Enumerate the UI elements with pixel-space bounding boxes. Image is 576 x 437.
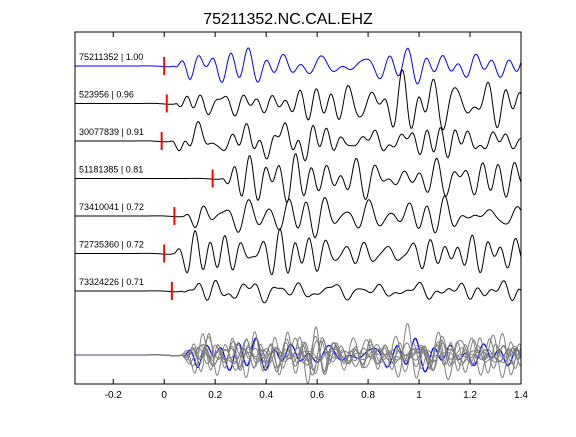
plot-frame xyxy=(74,31,522,385)
trace-label: 72735360 | 0.72 xyxy=(79,240,144,250)
trace-2: 523956 | 0.96 xyxy=(75,69,522,131)
trace-line xyxy=(75,227,522,276)
trace-line xyxy=(75,69,522,131)
x-tick-label: 1.2 xyxy=(463,390,477,401)
x-tick-label: 0.6 xyxy=(310,390,324,401)
stack-layer xyxy=(75,323,522,385)
trace-5: 73410041 | 0.72 xyxy=(75,195,522,239)
trace-line xyxy=(75,279,522,304)
trace-3: 30077839 | 0.91 xyxy=(75,120,522,162)
x-tick-label: 0.4 xyxy=(259,390,273,401)
trace-line xyxy=(75,195,522,239)
trace-line xyxy=(75,153,522,204)
x-tick-label: 0.2 xyxy=(208,390,222,401)
trace-1: 75211352 | 1.00 xyxy=(75,47,522,85)
stack-trace xyxy=(75,325,522,385)
x-tick-label: 0 xyxy=(161,390,167,401)
x-tick-label: 1 xyxy=(416,390,422,401)
trace-label: 73324226 | 0.71 xyxy=(79,277,144,287)
x-tick-label: 1.4 xyxy=(514,390,528,401)
x-tick-label: 0.8 xyxy=(361,390,375,401)
chart-title: 75211352.NC.CAL.EHZ xyxy=(203,11,373,28)
trace-7: 73324226 | 0.71 xyxy=(75,277,522,304)
trace-label: 73410041 | 0.72 xyxy=(79,202,144,212)
trace-6: 72735360 | 0.72 xyxy=(75,227,522,276)
trace-4: 51181385 | 0.81 xyxy=(75,153,522,204)
trace-label: 523956 | 0.96 xyxy=(79,90,134,100)
traces-layer: 75211352 | 1.00 523956 | 0.96 30077839 | 0… xyxy=(75,47,522,304)
trace-line xyxy=(75,47,522,85)
trace-label: 75211352 | 1.00 xyxy=(79,52,143,62)
trace-line xyxy=(75,120,522,162)
x-tick-label: -0.2 xyxy=(105,390,123,401)
x-axis: -0.2 0 0.2 0.4 0.6 0.8 1 1.2 1.4 xyxy=(105,32,528,401)
trace-label: 51181385 | 0.81 xyxy=(79,165,143,175)
trace-label: 30077839 | 0.91 xyxy=(79,127,144,137)
